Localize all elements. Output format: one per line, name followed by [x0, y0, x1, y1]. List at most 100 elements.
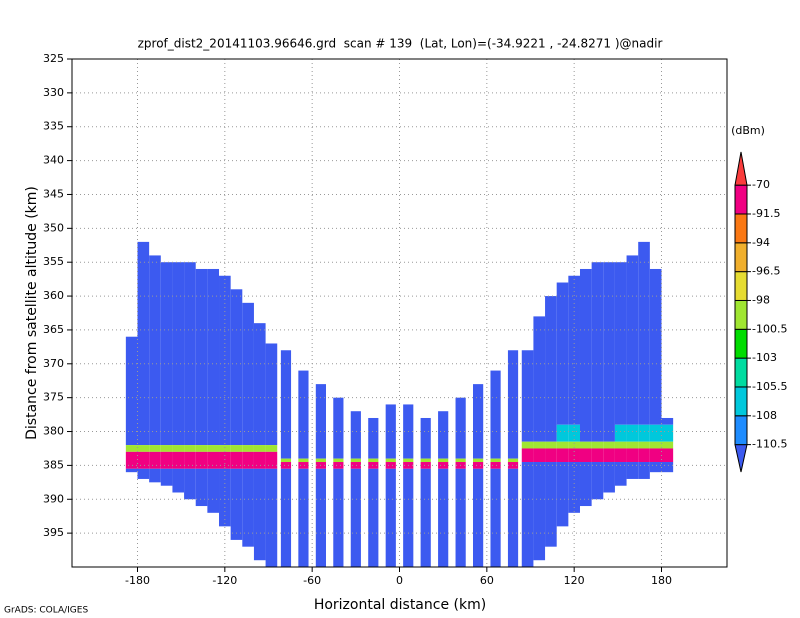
y-tick-label: 365 [43, 323, 64, 336]
y-tick-label: 350 [43, 221, 64, 234]
chart-title: zprof_dist2_20141103.96646.grd scan # 13… [138, 37, 663, 51]
heat-cell [545, 462, 557, 547]
heat-cell [507, 458, 519, 463]
heat-cell [649, 268, 662, 425]
y-tick-label: 370 [43, 357, 64, 370]
heat-cell [438, 468, 449, 567]
heat-cell [149, 468, 161, 483]
colorbar-cell [734, 386, 748, 417]
heat-cell [614, 262, 627, 425]
heat-cell [614, 424, 627, 442]
heat-cell [533, 441, 546, 449]
heat-cell [473, 458, 484, 463]
heat-cell [649, 462, 662, 473]
heat-cell [219, 445, 231, 452]
colorbar-tick-label: -98 [752, 293, 770, 306]
heat-cell [455, 468, 466, 567]
heat-cell [280, 462, 292, 469]
heat-cell [420, 458, 431, 463]
heat-cell [207, 268, 220, 446]
x-tick-label: -120 [212, 574, 237, 587]
heat-cell [137, 451, 150, 469]
y-tick-label: 340 [43, 154, 64, 167]
heat-cell [265, 445, 278, 452]
heat-cell [368, 462, 379, 469]
heat-cell [455, 458, 466, 463]
heat-cell [579, 268, 592, 442]
heat-cell [137, 468, 150, 479]
heat-cell [661, 417, 674, 425]
heat-cell [368, 458, 379, 463]
heat-cell [603, 262, 615, 442]
heat-cell [568, 424, 580, 442]
heat-cell [125, 445, 138, 452]
heat-cell [219, 451, 231, 469]
x-tick-label: -180 [125, 574, 150, 587]
heat-cell [603, 441, 615, 449]
heat-cell [160, 451, 173, 469]
heat-cell [315, 468, 326, 567]
heat-cell [420, 468, 431, 567]
heat-cell [638, 424, 650, 442]
y-tick-label: 335 [43, 120, 64, 133]
heat-cell [280, 458, 292, 463]
colorbar-arrow [734, 444, 748, 473]
heat-cell [184, 468, 196, 500]
colorbar-cell [734, 271, 748, 301]
heat-cell [219, 275, 231, 446]
heat-cell [614, 462, 627, 486]
heat-cell [298, 458, 309, 463]
heat-cell [490, 458, 501, 463]
heat-cell [545, 448, 557, 463]
heat-cell [591, 441, 604, 449]
heat-cell [661, 448, 674, 463]
x-tick-label: 180 [651, 574, 672, 587]
y-tick-label: 360 [43, 289, 64, 302]
heat-cell [614, 448, 627, 463]
heat-cell [253, 468, 266, 561]
heat-cell [280, 468, 292, 567]
colorbar-tick-label: -105.5 [752, 380, 787, 393]
y-tick-label: 385 [43, 458, 64, 471]
heat-cell [603, 448, 615, 463]
heat-cell [368, 468, 379, 567]
heat-cell [333, 462, 344, 469]
heat-cell [533, 448, 546, 463]
heat-cell [184, 451, 196, 469]
heat-cell [420, 417, 431, 459]
y-tick-label: 330 [43, 86, 64, 99]
heat-cell [438, 462, 449, 469]
heat-cell [521, 462, 534, 567]
heat-cell [568, 275, 580, 425]
heat-cell [207, 451, 220, 469]
heat-cell [160, 445, 173, 452]
heat-cell [521, 448, 534, 463]
x-tick-label: -60 [303, 574, 321, 587]
heat-cell [172, 468, 185, 493]
heat-cell [230, 451, 243, 469]
heat-cell [490, 462, 501, 469]
plot-frame [71, 58, 728, 568]
heat-cell [333, 458, 344, 463]
heat-cell [195, 451, 208, 469]
heat-cell [265, 468, 278, 567]
heat-cell [253, 323, 266, 446]
heat-cell [638, 448, 650, 463]
heat-cell [333, 468, 344, 567]
heat-cell [603, 462, 615, 493]
heat-cell [490, 370, 501, 459]
colorbar-tick-label: -103 [752, 351, 777, 364]
y-tick-label: 345 [43, 187, 64, 200]
heat-cell [473, 468, 484, 567]
heat-cell [242, 451, 254, 469]
heat-cell [242, 468, 254, 547]
heat-cell [195, 468, 208, 507]
heat-cell [420, 462, 431, 469]
heat-cell [591, 462, 604, 500]
y-tick-label: 395 [43, 526, 64, 539]
heat-cell [350, 462, 361, 469]
heat-cell [626, 255, 639, 425]
heat-cell [579, 462, 592, 507]
heat-cell [638, 441, 650, 449]
